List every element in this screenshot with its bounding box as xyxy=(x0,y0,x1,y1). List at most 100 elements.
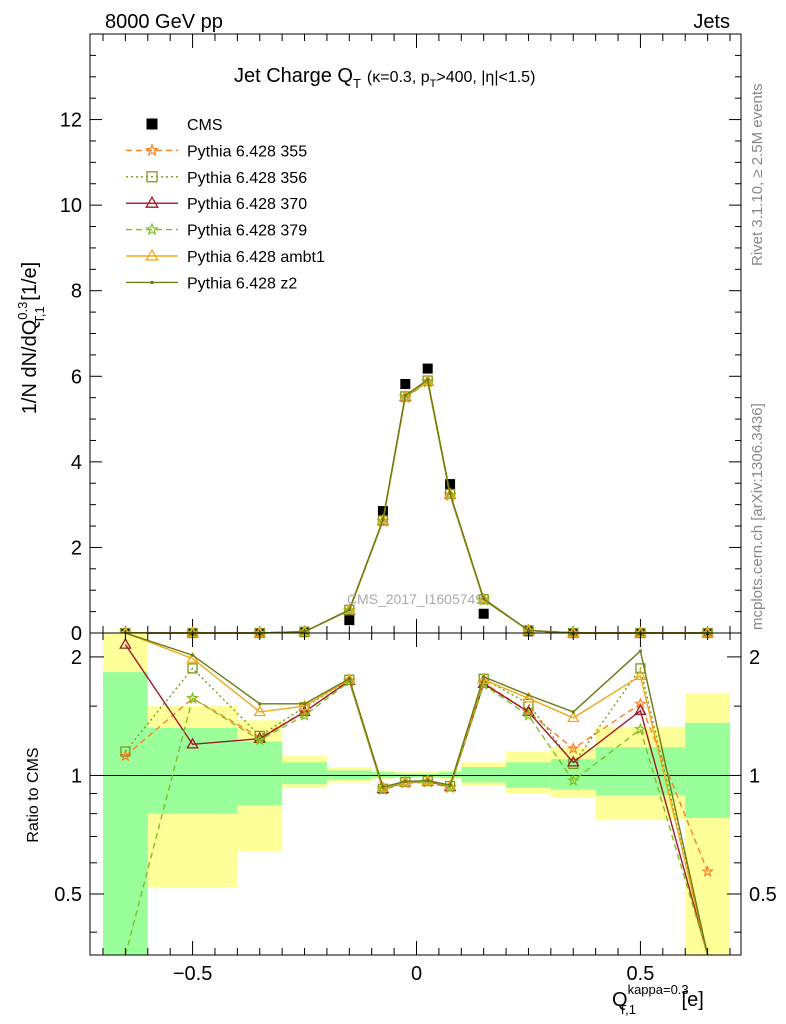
main-point xyxy=(399,389,412,401)
ratio-point xyxy=(186,691,199,704)
xlabel-b: [e] xyxy=(676,989,704,1011)
main-point xyxy=(343,603,356,615)
main-point xyxy=(443,487,457,499)
band-bin xyxy=(685,722,730,818)
legend-entry-1: Pythia 6.428 355 xyxy=(126,143,307,160)
main-point xyxy=(376,513,390,525)
rivet-label: Rivet 3.1.10, ≥ 2.5M events xyxy=(749,84,766,267)
ratio-point xyxy=(482,675,486,679)
ratio-panel: 0.5 0.5 1 1 2 2 −0.5 0 0.5 Ratio to CMS Qkappa=0… xyxy=(25,632,777,1017)
ratio-point xyxy=(403,779,407,784)
main-point xyxy=(477,593,491,606)
legend-label: CMS xyxy=(187,117,223,134)
main-point xyxy=(343,603,356,616)
ratio-point xyxy=(347,677,351,681)
ratio-point xyxy=(523,698,534,709)
ratio-point xyxy=(477,673,490,684)
ratio-y-tick-label: 0.5 xyxy=(54,884,82,906)
legend-entry-4: Pythia 6.428 379 xyxy=(126,222,307,240)
x-tick-label: 0 xyxy=(411,963,422,985)
ylabel-sup: 0.3 xyxy=(15,302,30,320)
ratio-point xyxy=(522,691,535,703)
main-point xyxy=(400,378,411,389)
xlabel-a: Q xyxy=(612,989,628,1011)
legend-label: Pythia 6.428 z2 xyxy=(187,275,297,292)
ratio-point xyxy=(298,699,311,711)
legend: CMS Pythia 6.428 355 Pythia 6.428 356 Pythi… xyxy=(126,117,325,292)
ratio-axis-ticks: 0.5 0.5 1 1 2 2 −0.5 0 0.5 xyxy=(54,633,777,985)
ratio-series-line xyxy=(124,680,709,955)
ratio-point xyxy=(526,693,531,697)
ylabel-b: [1/e] xyxy=(19,262,41,306)
legend-entry-6: Pythia 6.428 z2 xyxy=(126,275,297,292)
ratio-point xyxy=(566,755,580,767)
ratio-point xyxy=(566,741,580,754)
band-bin xyxy=(461,767,507,783)
legend-label: Pythia 6.428 379 xyxy=(187,223,307,240)
ratio-point xyxy=(120,746,131,757)
ratio-frame xyxy=(89,632,742,956)
ratio-point xyxy=(381,785,385,789)
ratio-point xyxy=(634,669,647,681)
ratio-point xyxy=(522,708,535,721)
band-bin xyxy=(147,727,238,814)
ylabel-a: 1/N dN/dQ xyxy=(19,320,41,414)
ratio-point xyxy=(638,649,643,653)
title-main-sub: T xyxy=(353,76,361,91)
ylabel-sub: T,1 xyxy=(32,306,47,323)
legend-marker xyxy=(150,280,154,284)
ratio-y-tick-label: 1 xyxy=(71,765,82,787)
legend-label: Pythia 6.428 ambt1 xyxy=(187,249,325,266)
ratio-series-5 xyxy=(125,633,709,955)
main-y-tick-label: 10 xyxy=(60,195,82,217)
legend-marker xyxy=(146,118,158,130)
ratio-point xyxy=(298,708,311,721)
title-main: Jet Charge Q xyxy=(234,65,353,87)
main-point xyxy=(403,393,407,398)
ratio-point xyxy=(190,653,195,657)
main-point xyxy=(381,518,385,522)
ratio-point xyxy=(421,774,435,787)
header-process: Jets xyxy=(693,11,730,33)
legend-entry-5: Pythia 6.428 ambt1 xyxy=(126,248,325,266)
ratio-uncertainty-bands xyxy=(103,633,730,955)
header-energy: 8000 GeV pp xyxy=(105,11,223,33)
ratio-point xyxy=(302,702,307,706)
ratio-series-layer xyxy=(119,633,714,955)
legend-entry-0: CMS xyxy=(146,117,223,134)
main-point xyxy=(376,514,390,527)
ratio-point xyxy=(426,779,430,783)
ratio-point xyxy=(258,702,262,706)
ratio-y-tick-label-right: 2 xyxy=(749,647,760,669)
title-cond-a: (κ=0.3, p xyxy=(367,69,430,86)
main-y-tick-label: 12 xyxy=(60,110,82,132)
main-point xyxy=(448,491,452,496)
band-bin xyxy=(103,672,148,955)
legend-marker xyxy=(146,171,158,183)
ratio-point xyxy=(634,704,647,715)
main-point xyxy=(478,608,489,619)
main-y-tick-label: 4 xyxy=(71,452,82,474)
legend-label: Pythia 6.428 356 xyxy=(187,170,307,187)
main-y-tick-label: 2 xyxy=(71,537,82,559)
main-point xyxy=(482,597,486,601)
main-point xyxy=(426,378,430,382)
main-y-tick-label: 8 xyxy=(71,281,82,303)
main-point xyxy=(445,479,456,490)
ratio-point xyxy=(119,637,132,649)
band-bin xyxy=(595,747,686,796)
legend-marker xyxy=(145,195,159,208)
legend-marker xyxy=(145,222,159,236)
ratio-y-axis-label: Ratio to CMS xyxy=(25,747,42,842)
legend-entry-2: Pythia 6.428 356 xyxy=(126,170,307,187)
legend-entry-3: Pythia 6.428 370 xyxy=(126,195,307,213)
ratio-point xyxy=(448,783,452,787)
main-point xyxy=(526,628,531,633)
legend-marker xyxy=(145,143,159,157)
title-cond-b: >400, |η|<1.5) xyxy=(436,69,535,86)
ratio-point xyxy=(186,737,199,749)
legend-label: Pythia 6.428 370 xyxy=(187,196,307,213)
main-y-axis-label: 1/N dN/dQ0.3 T,1 [1/e] xyxy=(15,262,47,414)
ratio-y-tick-label-right: 0.5 xyxy=(749,884,777,906)
xlabel-sub: T,1 xyxy=(619,1002,636,1017)
